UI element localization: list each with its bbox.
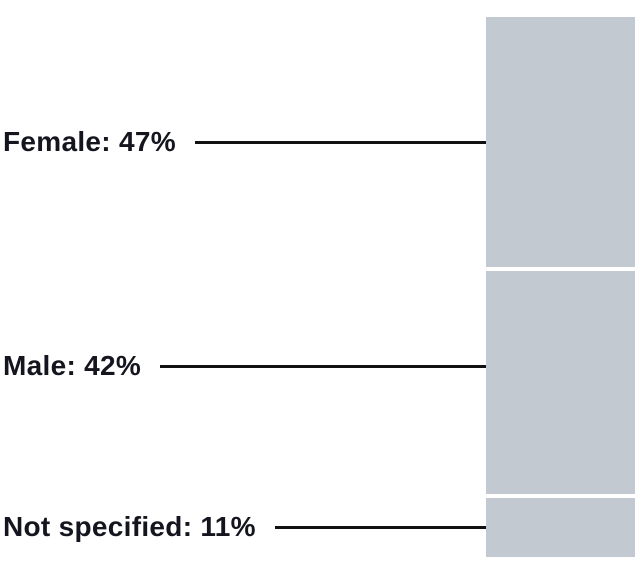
category-label-female: Female: 47% (3, 126, 176, 157)
bar-segment-female (486, 17, 635, 267)
bar-segment-male (486, 271, 635, 495)
stacked-bar (486, 17, 635, 557)
category-label-not-specified: Not specified: 11% (3, 511, 256, 542)
leader-line-female (194, 140, 486, 144)
label-row-male: Male: 42% (3, 346, 486, 386)
leader-line-male (160, 364, 486, 368)
category-label-male: Male: 42% (3, 350, 142, 381)
bar-segment-not-specified (486, 498, 635, 557)
label-row-female: Female: 47% (3, 122, 486, 162)
label-row-not-specified: Not specified: 11% (3, 507, 486, 547)
leader-line-not-specified (274, 525, 486, 529)
